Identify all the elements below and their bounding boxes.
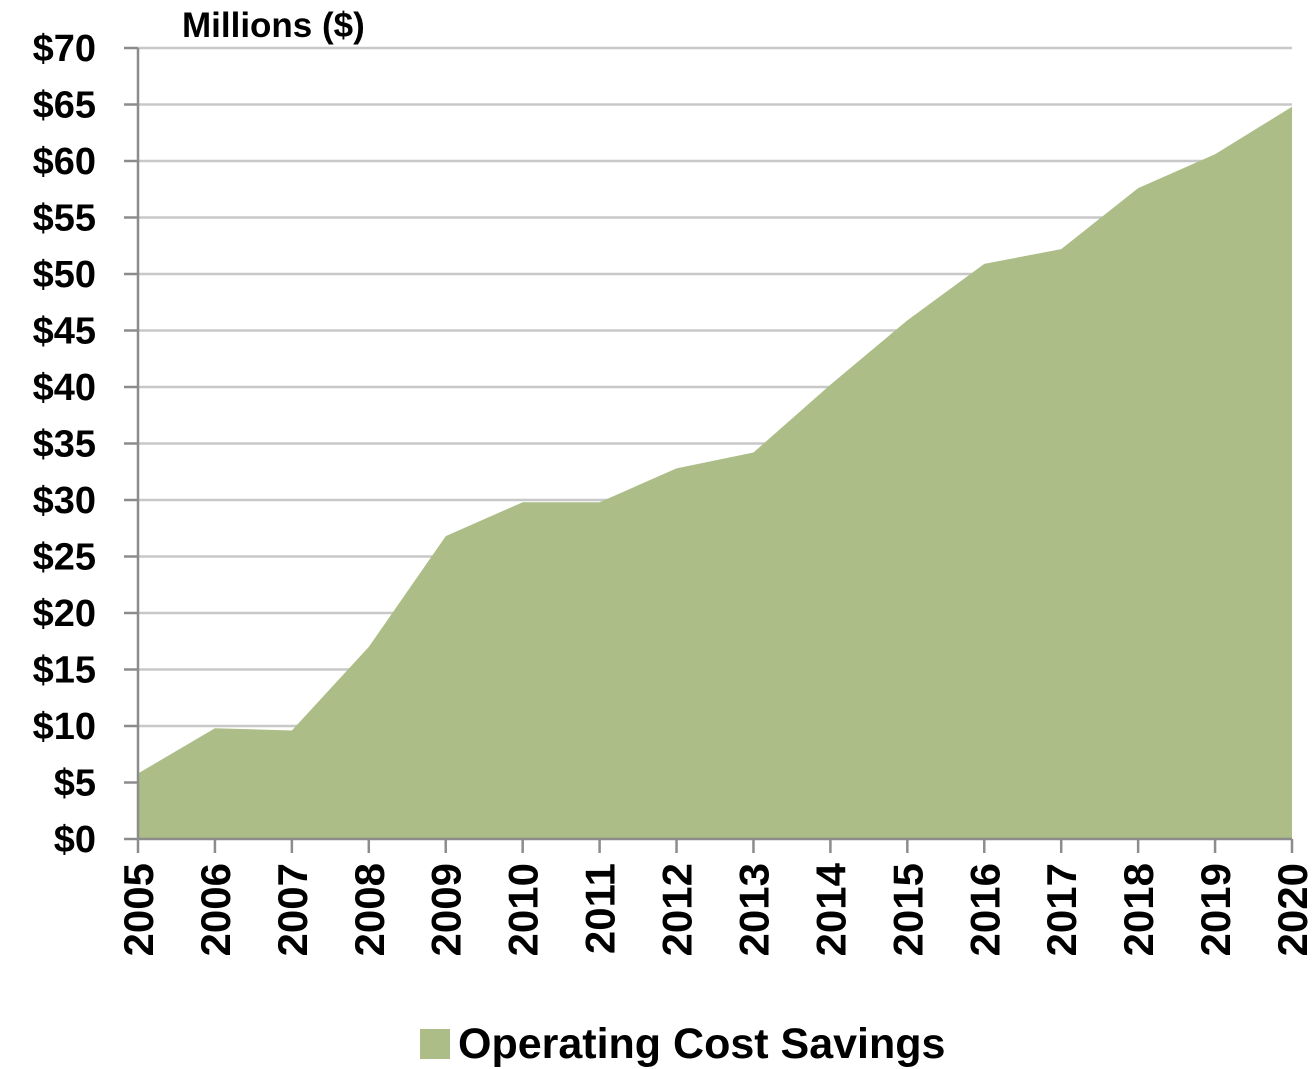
y-tick-label: $45 (33, 311, 96, 353)
x-tick-label: 2006 (192, 863, 239, 956)
x-tick-label: 2016 (961, 863, 1008, 956)
x-tick-label: 2012 (654, 863, 701, 956)
x-tick-label: 2005 (115, 863, 162, 956)
x-tick-label: 2020 (1269, 863, 1316, 956)
y-tick-label: $20 (33, 593, 96, 635)
y-tick-label: $55 (33, 198, 96, 240)
x-tick-label: 2007 (269, 863, 316, 956)
x-tick-label: 2008 (346, 863, 393, 956)
y-tick-label: $35 (33, 424, 96, 466)
y-tick-label: $70 (33, 28, 96, 70)
y-axis-title: Millions ($) (182, 6, 365, 46)
y-tick-label: $65 (33, 85, 96, 127)
x-tick-label: 2009 (423, 863, 470, 956)
x-tick-label: 2010 (500, 863, 547, 956)
x-tick-label: 2011 (577, 863, 624, 954)
y-tick-labels: $0 $5 $10 $15 $20 $25 $30 $35 $40 $45 $50 $55 $60 $65… (33, 28, 96, 861)
y-tick-label: $30 (33, 480, 96, 522)
x-tick-label: 2013 (730, 863, 777, 956)
y-tick-label: $0 (54, 819, 96, 861)
y-tick-label: $5 (54, 763, 96, 805)
x-tick-label: 2019 (1192, 863, 1239, 956)
x-tick-label: 2017 (1038, 863, 1085, 956)
y-tick-label: $25 (33, 537, 96, 579)
x-tick-label: 2015 (884, 863, 931, 956)
legend: Operating Cost Savings (420, 1020, 945, 1068)
y-tick-label: $15 (33, 650, 96, 692)
x-tick-labels: 2005 2006 2007 2008 2009 2010 2011 2012 2013 2014… (115, 862, 1316, 956)
y-tick-label: $10 (33, 706, 96, 748)
legend-swatch (420, 1029, 450, 1059)
legend-label: Operating Cost Savings (458, 1020, 945, 1069)
y-tick-label: $60 (33, 141, 96, 183)
y-tick-label: $40 (33, 367, 96, 409)
y-tick-label: $50 (33, 254, 96, 296)
x-tick-label: 2018 (1115, 863, 1162, 956)
x-tick-label: 2014 (807, 862, 854, 956)
